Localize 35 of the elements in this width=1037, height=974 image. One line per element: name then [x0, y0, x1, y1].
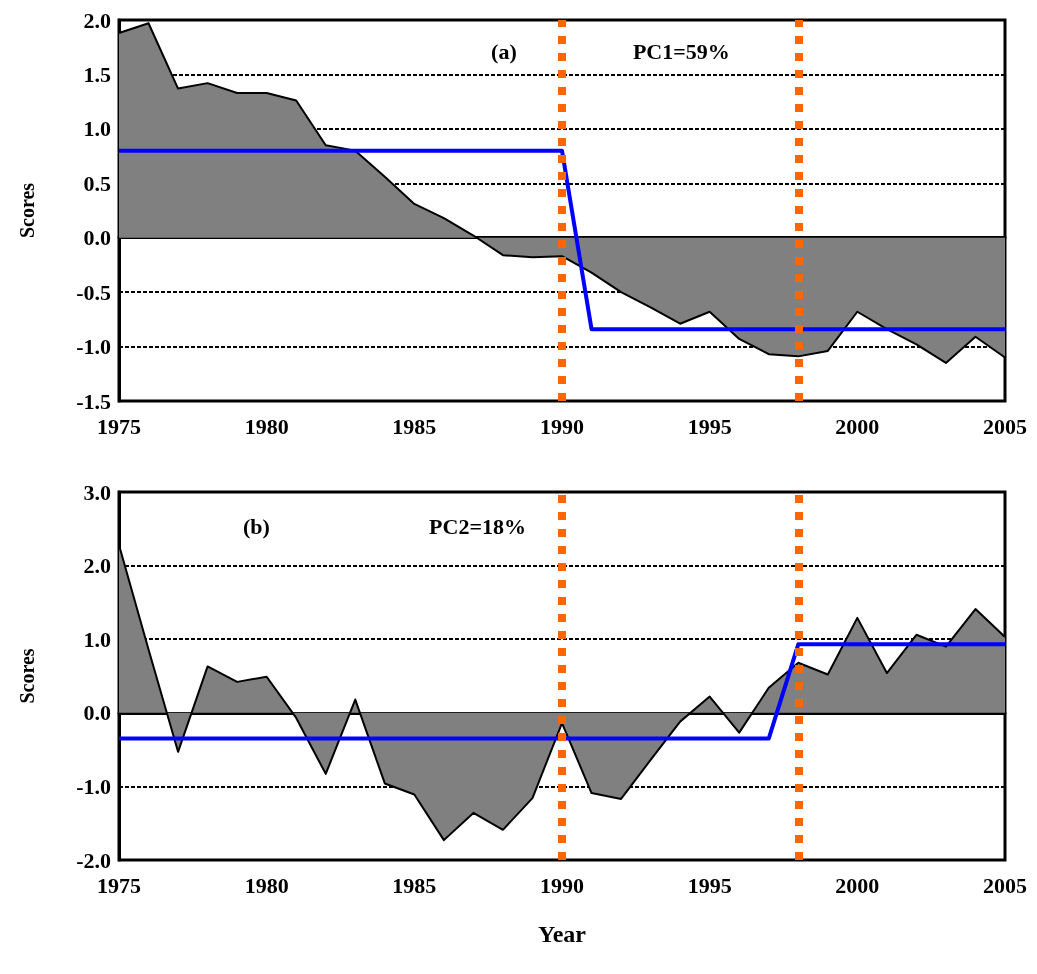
y-axis-title: Scores	[16, 648, 38, 704]
x-tick-label: 1995	[687, 413, 732, 439]
x-tick-label: 1990	[540, 413, 584, 439]
y-axis-title: Scores	[16, 182, 38, 239]
y-tick-label: 2.0	[83, 7, 111, 33]
x-axis-title: Year	[538, 921, 587, 947]
x-tick-label: 1975	[97, 413, 141, 439]
y-tick-label: 0.5	[83, 170, 111, 196]
x-tick-label: 1980	[244, 872, 289, 898]
x-tick-label: 2000	[835, 872, 880, 898]
x-tick-label: 1985	[392, 413, 437, 439]
y-tick-label: 0.0	[83, 700, 111, 726]
x-tick-label: 1995	[687, 872, 732, 898]
x-tick-label: 1980	[244, 413, 289, 439]
annotation: (a)	[491, 38, 517, 64]
annotation: PC1=59%	[632, 38, 730, 64]
y-tick-label: 1.0	[83, 626, 111, 652]
y-tick-label: -2.0	[76, 847, 111, 873]
y-tick-label: 1.0	[83, 116, 111, 142]
y-tick-label: 2.0	[83, 553, 111, 579]
x-tick-label: 1990	[540, 872, 584, 898]
x-tick-label: 2000	[835, 413, 880, 439]
y-tick-label: 0.0	[83, 225, 111, 251]
annotation: (b)	[243, 513, 270, 539]
y-tick-label: -1.0	[76, 334, 111, 360]
y-tick-label: 3.0	[83, 479, 111, 505]
x-tick-label: 1985	[392, 872, 437, 898]
x-tick-label: 2005	[983, 413, 1027, 439]
y-tick-label: -1.5	[76, 388, 111, 414]
annotation: PC2=18%	[429, 513, 526, 539]
y-tick-label: -0.5	[76, 279, 111, 305]
x-tick-label: 2005	[983, 872, 1027, 898]
y-tick-label: -1.0	[76, 773, 111, 799]
y-tick-label: 1.5	[83, 61, 111, 87]
x-tick-label: 1975	[97, 872, 141, 898]
